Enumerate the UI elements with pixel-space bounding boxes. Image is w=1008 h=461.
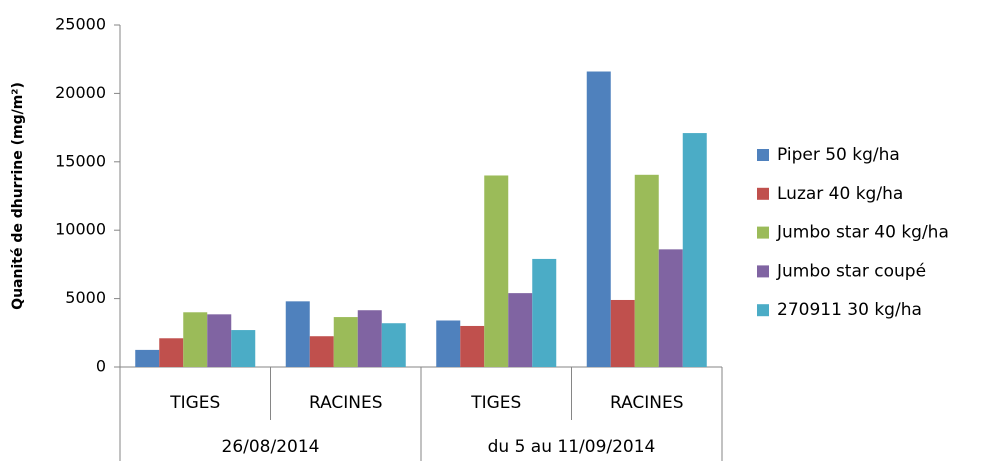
bar: [333, 317, 358, 367]
bar: [309, 336, 334, 367]
legend-swatch: [757, 187, 769, 200]
y-tick-label: 10000: [55, 220, 106, 239]
y-tick-label: 15000: [55, 151, 106, 170]
bar: [231, 330, 256, 367]
bar: [532, 258, 557, 367]
y-tick-label: 20000: [55, 83, 106, 102]
bar: [357, 310, 382, 367]
x-group-label: du 5 au 11/09/2014: [488, 437, 656, 457]
x-tick-label: TIGES: [470, 393, 521, 413]
legend-label: Luzar 40 kg/ha: [777, 184, 903, 204]
y-tick-label: 25000: [55, 15, 106, 34]
bar: [610, 299, 635, 367]
bar: [285, 301, 310, 367]
legend-label: 270911 30 kg/ha: [777, 300, 922, 320]
bar: [658, 249, 683, 367]
bar: [135, 349, 160, 367]
bar: [460, 325, 485, 367]
bar: [183, 312, 208, 367]
y-tick-label: 0: [96, 357, 106, 376]
bar: [207, 314, 232, 367]
bar: [508, 293, 533, 367]
legend-swatch: [757, 304, 769, 317]
x-tick-label: RACINES: [610, 393, 684, 413]
bar: [484, 175, 509, 367]
y-tick-label: 5000: [65, 288, 106, 307]
x-tick-label: TIGES: [169, 393, 220, 413]
legend-label: Piper 50 kg/ha: [777, 145, 900, 165]
bar: [586, 71, 611, 368]
x-group-label: 26/08/2014: [222, 437, 320, 457]
y-axis-label: Quanité de dhurrine (mg/m²): [10, 82, 26, 310]
legend-swatch: [757, 265, 769, 278]
bar: [436, 320, 461, 367]
bar: [381, 323, 406, 367]
bar: [634, 174, 659, 367]
x-tick-label: RACINES: [309, 393, 383, 413]
legend-label: Jumbo star 40 kg/ha: [776, 223, 949, 243]
legend-swatch: [757, 226, 769, 239]
bar: [159, 338, 184, 367]
legend-label: Jumbo star coupé: [776, 261, 926, 281]
bar: [682, 133, 707, 367]
legend-swatch: [757, 149, 769, 161]
